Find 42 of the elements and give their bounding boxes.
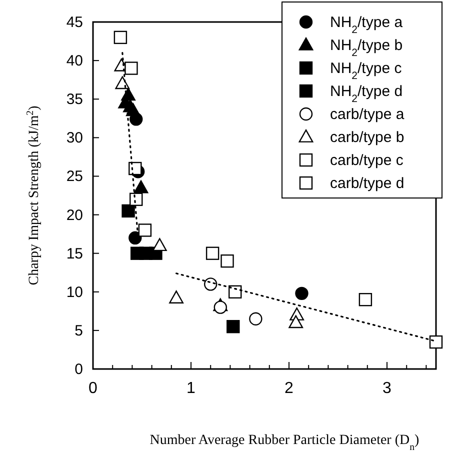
point	[288, 315, 304, 328]
legend-label: carb/type c	[330, 152, 404, 169]
point	[134, 180, 148, 194]
point	[169, 290, 184, 304]
x-tick-label: 1	[186, 380, 196, 397]
y-tick-label: 45	[66, 14, 83, 31]
point	[128, 231, 142, 245]
y-tick-label: 5	[74, 322, 83, 340]
x-tick-label: 0	[88, 380, 98, 397]
x-tick-label: 2	[284, 380, 294, 397]
legend-label: NH$_{2}$/type a	[330, 14, 404, 36]
legend-label: carb/type d	[330, 175, 404, 192]
y-tick-label: 0	[74, 361, 83, 378]
legend-label: NH$_{2}$/type c	[330, 60, 402, 82]
legend-label: carb/type b	[330, 129, 404, 146]
point	[220, 254, 234, 268]
y-tick-label: 30	[66, 130, 83, 147]
point	[429, 335, 443, 349]
y-tick-label: 25	[66, 168, 83, 186]
point	[358, 293, 372, 306]
point	[126, 103, 140, 116]
point	[138, 224, 152, 237]
point	[214, 300, 227, 314]
y-tick-label: 20	[66, 206, 83, 224]
y-tick-label: 15	[66, 245, 83, 262]
y-tick-label: 40	[66, 52, 83, 70]
y-tick-label: 10	[66, 284, 83, 301]
x-axis-title: Number Average Rubber Particle Diameter (D$_{n}$)	[150, 433, 420, 452]
point	[226, 320, 240, 334]
point	[152, 238, 167, 252]
y-tick-label: 35	[66, 91, 83, 108]
legend-label: carb/type a	[330, 106, 405, 123]
point	[115, 76, 130, 90]
point	[128, 162, 142, 176]
legend-label: NH$_{2}$/type d	[330, 83, 403, 105]
legend-label: NH$_{2}$/type b	[330, 37, 403, 59]
point	[114, 30, 128, 44]
point	[122, 204, 135, 218]
point	[124, 62, 138, 75]
point	[206, 246, 220, 260]
point	[295, 286, 308, 300]
x-tick-label: 3	[382, 380, 392, 397]
